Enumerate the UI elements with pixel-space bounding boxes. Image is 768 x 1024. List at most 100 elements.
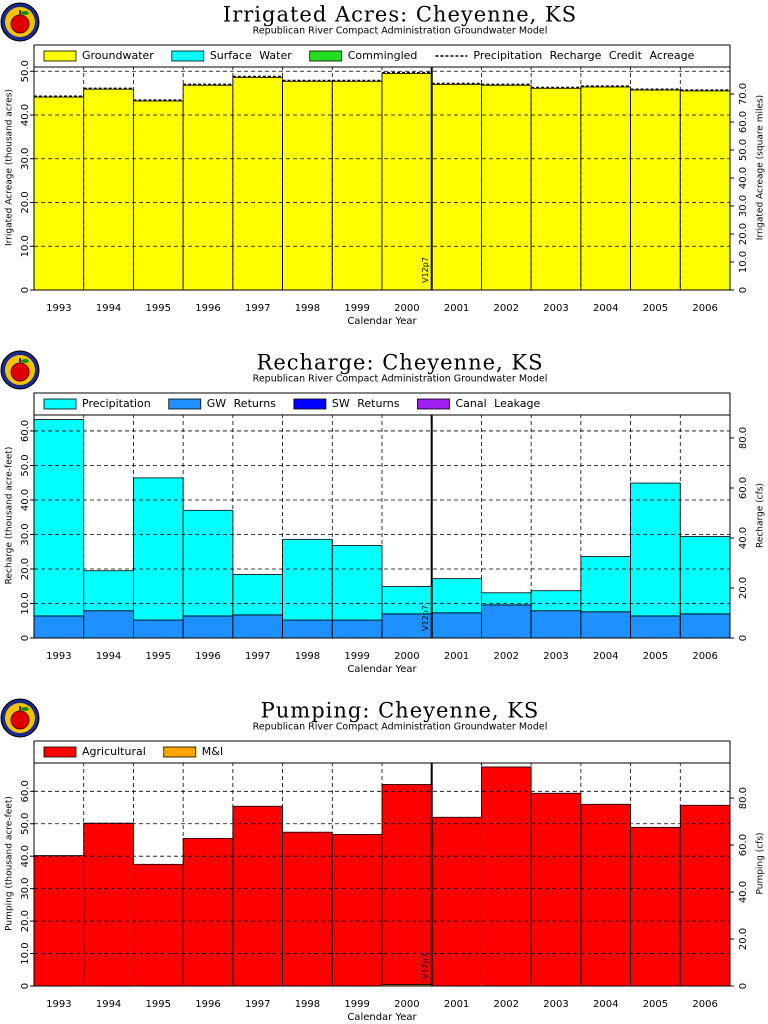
bar-segment bbox=[481, 766, 532, 987]
legend-swatch bbox=[43, 398, 77, 410]
x-tick-label: 1997 bbox=[245, 651, 270, 662]
y2-tick-label: 40.0 bbox=[738, 527, 749, 549]
x-tick-label: 2000 bbox=[394, 651, 419, 662]
x-tick-label: 2001 bbox=[444, 651, 469, 662]
chart-subtitle: Republican River Compact Administration … bbox=[253, 26, 548, 37]
y2-tick-label: 40.0 bbox=[738, 881, 749, 903]
legend-swatch bbox=[43, 746, 77, 758]
bar-segment bbox=[630, 826, 681, 987]
y2-tick-label: 0 bbox=[738, 287, 749, 293]
y-axis-label: Pumping (thousand acre-feet) bbox=[5, 796, 15, 931]
bar-segment bbox=[232, 574, 283, 616]
y-tick-label: 50.0 bbox=[20, 60, 31, 82]
legend-swatch bbox=[163, 746, 197, 758]
x-tick-label: 2005 bbox=[643, 651, 668, 662]
x-tick-label: 2006 bbox=[692, 303, 717, 314]
x-tick-label: 2006 bbox=[692, 651, 717, 662]
logo bbox=[0, 2, 40, 42]
y-tick-label: 30.0 bbox=[20, 148, 31, 170]
y-tick-label: 10.0 bbox=[20, 235, 31, 257]
chart-title: Pumping: Cheyenne, KS bbox=[261, 699, 540, 723]
legend-label: GW Returns bbox=[207, 397, 276, 410]
x-tick-label: 2005 bbox=[643, 999, 668, 1010]
bar-segment bbox=[83, 822, 134, 987]
bar-segment bbox=[381, 613, 433, 639]
bar-segment bbox=[530, 792, 582, 987]
x-tick-label: 1995 bbox=[146, 999, 171, 1010]
bar-segment bbox=[232, 76, 283, 291]
y-tick-label: 40.0 bbox=[20, 845, 31, 867]
bar-segment bbox=[182, 615, 234, 639]
legend-swatch bbox=[293, 398, 327, 410]
x-tick-label: 1994 bbox=[96, 303, 121, 314]
bar-segment bbox=[182, 84, 234, 291]
bar-segment bbox=[282, 831, 333, 987]
bar-segment bbox=[33, 615, 85, 639]
bar-segment bbox=[232, 614, 283, 639]
bar-segment bbox=[431, 816, 482, 987]
y2-tick-label: 70.0 bbox=[738, 83, 749, 105]
bar-segment bbox=[580, 803, 631, 987]
x-tick-label: 1996 bbox=[195, 999, 220, 1010]
bar-segment bbox=[431, 83, 482, 291]
bar-segment bbox=[331, 80, 383, 291]
legend-label: Precipitation Recharge Credit Acreage bbox=[473, 49, 694, 62]
x-tick-label: 1998 bbox=[295, 651, 320, 662]
legend-swatch bbox=[417, 398, 450, 410]
bar-segment bbox=[381, 73, 433, 291]
x-tick-label: 1997 bbox=[245, 303, 270, 314]
y-tick-label: 0 bbox=[20, 983, 31, 989]
y-tick-label: 30.0 bbox=[20, 878, 31, 900]
legend-label: Canal Leakage bbox=[456, 397, 541, 410]
bar-segment bbox=[431, 578, 482, 614]
bar-segment bbox=[282, 80, 333, 291]
y-tick-label: 40.0 bbox=[20, 104, 31, 126]
y-tick-label: 40.0 bbox=[20, 489, 31, 511]
y2-tick-label: 80.0 bbox=[738, 427, 749, 449]
bar-segment bbox=[33, 419, 85, 617]
y2-tick-label: 60.0 bbox=[738, 111, 749, 133]
y-tick-label: 20.0 bbox=[20, 558, 31, 580]
annotation: V12p7 bbox=[421, 953, 430, 979]
bar-segment bbox=[679, 90, 731, 291]
bar-segment bbox=[83, 88, 134, 291]
y2-tick-label: 50.0 bbox=[738, 139, 749, 161]
logo bbox=[0, 350, 40, 390]
y2-tick-label: 20.0 bbox=[738, 928, 749, 950]
bar-segment bbox=[481, 84, 532, 291]
bar-segment bbox=[282, 619, 333, 639]
x-tick-label: 2002 bbox=[494, 303, 519, 314]
y-axis-label: Irrigated Acreage (thousand acres) bbox=[5, 89, 15, 246]
x-tick-label: 2004 bbox=[593, 651, 618, 662]
x-tick-label: 1994 bbox=[96, 651, 121, 662]
bar-segment bbox=[232, 805, 283, 987]
bar-segment bbox=[331, 545, 383, 621]
y-tick-label: 50.0 bbox=[20, 454, 31, 476]
x-tick-label: 1995 bbox=[146, 651, 171, 662]
bar-segment bbox=[530, 590, 582, 612]
x-tick-label: 1999 bbox=[344, 651, 369, 662]
x-tick-label: 2003 bbox=[543, 651, 568, 662]
chart-subtitle: Republican River Compact Administration … bbox=[253, 722, 548, 733]
annotation: V12p7 bbox=[421, 257, 430, 283]
logo bbox=[0, 698, 40, 738]
y2-tick-label: 60.0 bbox=[738, 477, 749, 499]
bar-segment bbox=[580, 611, 631, 639]
x-axis-label: Calendar Year bbox=[347, 316, 417, 327]
y-tick-label: 10.0 bbox=[20, 942, 31, 964]
bar-segment bbox=[133, 477, 184, 621]
bar-segment bbox=[580, 86, 631, 291]
x-tick-label: 1997 bbox=[245, 999, 270, 1010]
x-tick-label: 2006 bbox=[692, 999, 717, 1010]
x-tick-label: 1993 bbox=[46, 303, 71, 314]
x-tick-label: 2005 bbox=[643, 303, 668, 314]
x-tick-label: 2002 bbox=[494, 999, 519, 1010]
bar-segment bbox=[381, 586, 433, 615]
bar-segment bbox=[133, 863, 184, 987]
y-tick-label: 20.0 bbox=[20, 910, 31, 932]
chart-title: Irrigated Acres: Cheyenne, KS bbox=[223, 3, 577, 27]
x-tick-label: 2000 bbox=[394, 999, 419, 1010]
bar-segment bbox=[580, 556, 631, 613]
legend-box bbox=[33, 740, 731, 764]
